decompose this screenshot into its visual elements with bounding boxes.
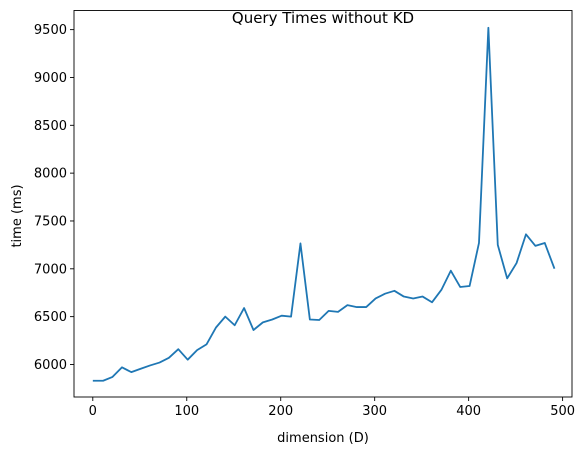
y-tick-label: 7500 bbox=[34, 214, 67, 229]
x-tick-label: 300 bbox=[362, 404, 387, 419]
y-tick-label: 9500 bbox=[34, 23, 67, 38]
series-line bbox=[94, 28, 554, 381]
y-tick-label: 9000 bbox=[34, 71, 67, 86]
y-axis-label: time (ms) bbox=[10, 184, 25, 247]
chart-title: Query Times without KD bbox=[232, 9, 414, 27]
y-axis: 6000 6500 7000 7500 8000 8500 9000 9500 bbox=[34, 23, 74, 373]
x-tick-label: 400 bbox=[456, 404, 481, 419]
x-tick-label: 100 bbox=[174, 404, 199, 419]
y-tick-label: 8500 bbox=[34, 119, 67, 134]
y-tick-label: 8000 bbox=[34, 167, 67, 182]
x-tick-label: 0 bbox=[89, 404, 97, 419]
plot-frame bbox=[74, 11, 572, 398]
y-tick-label: 6500 bbox=[34, 310, 67, 325]
plot-area bbox=[94, 28, 554, 381]
y-tick-label: 6000 bbox=[34, 358, 67, 373]
x-tick-label: 200 bbox=[268, 404, 293, 419]
y-tick-label: 7000 bbox=[34, 262, 67, 277]
x-axis: 0 100 200 300 400 500 bbox=[89, 397, 575, 419]
x-axis-label: dimension (D) bbox=[277, 431, 369, 446]
x-tick-label: 500 bbox=[550, 404, 575, 419]
